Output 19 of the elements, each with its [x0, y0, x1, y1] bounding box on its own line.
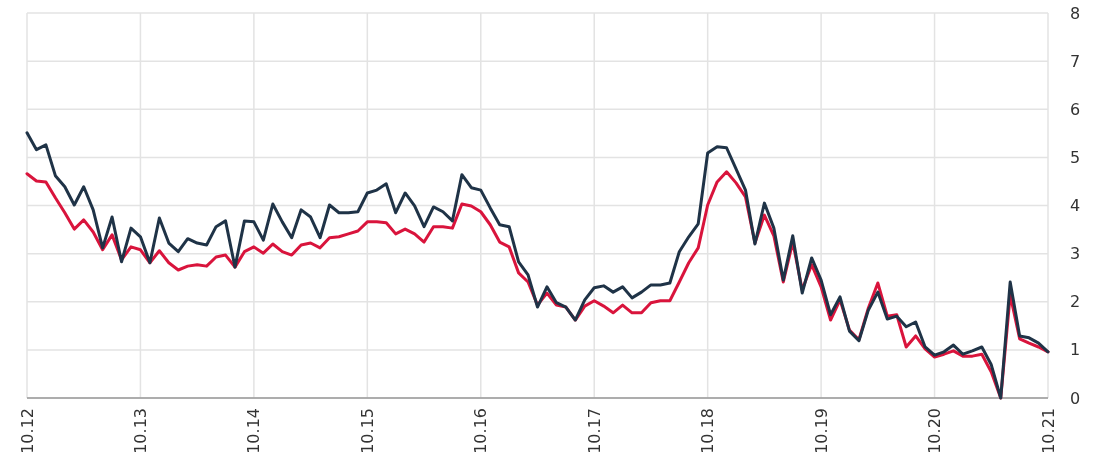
x-tick-label: 10.13: [131, 408, 151, 454]
y-tick-label: 4: [1069, 196, 1081, 216]
y-tick-label: 7: [1069, 51, 1081, 71]
x-tick-label: 10.18: [698, 408, 718, 454]
x-tick-label: 10.19: [811, 408, 831, 454]
y-tick-label: 2: [1069, 292, 1081, 312]
y-tick-label: 8: [1069, 3, 1081, 23]
x-tick-label: 10.15: [357, 408, 377, 454]
x-tick-label: 10.12: [17, 408, 37, 454]
x-tick-label: 10.21: [1038, 408, 1058, 454]
x-tick-label: 10.17: [584, 408, 604, 454]
x-tick-label: 10.16: [471, 408, 491, 454]
y-tick-label: 5: [1069, 147, 1081, 167]
y-tick-label: 6: [1069, 99, 1081, 119]
x-tick-label: 10.20: [925, 408, 945, 454]
y-tick-label: 3: [1069, 244, 1081, 264]
x-tick-label: 10.14: [244, 408, 264, 454]
y-tick-label: 1: [1069, 340, 1081, 360]
y-tick-label: 0: [1069, 388, 1081, 408]
